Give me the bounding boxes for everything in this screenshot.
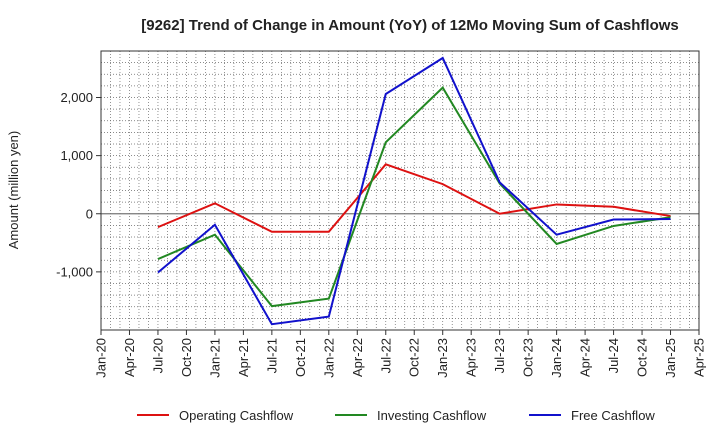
x-tick-label: Jul-23	[492, 338, 507, 373]
x-tick-label: Oct-21	[293, 338, 308, 377]
x-tick-label: Jan-20	[94, 338, 109, 378]
x-tick-label: Jan-25	[663, 338, 678, 378]
x-tick-label: Jan-24	[549, 338, 564, 378]
x-tick-label: Jul-22	[378, 338, 393, 373]
y-tick-label: 0	[86, 206, 93, 221]
legend-label-investing-cashflow: Investing Cashflow	[377, 408, 487, 423]
x-tick-label: Apr-20	[122, 338, 137, 377]
investing-cashflow-line	[157, 86, 671, 308]
x-tick-label: Jan-21	[207, 338, 222, 378]
x-tick-label: Oct-23	[521, 338, 536, 377]
x-tick-label: Oct-22	[407, 338, 422, 377]
y-axis-ticks: -1,000 0 1,000 2,000	[56, 90, 101, 279]
x-tick-label: Apr-22	[350, 338, 365, 377]
y-tick-label: 1,000	[60, 148, 93, 163]
x-tick-label: Jul-20	[150, 338, 165, 373]
x-tick-label: Apr-24	[578, 338, 593, 377]
legend-label-operating-cashflow: Operating Cashflow	[179, 408, 294, 423]
y-axis-label: Amount (million yen)	[6, 131, 21, 250]
x-tick-label: Jan-23	[435, 338, 450, 378]
x-tick-label: Apr-21	[236, 338, 251, 377]
grid	[100, 51, 700, 330]
chart-title: [9262] Trend of Change in Amount (YoY) o…	[141, 17, 679, 34]
x-tick-label: Jul-21	[264, 338, 279, 373]
x-tick-label: Oct-20	[179, 338, 194, 377]
x-tick-label: Oct-24	[635, 338, 650, 377]
y-tick-label: -1,000	[56, 264, 93, 279]
legend-label-free-cashflow: Free Cashflow	[571, 408, 655, 423]
free-cashflow-line	[157, 56, 671, 326]
legend: Operating Cashflow Investing Cashflow Free…	[137, 408, 655, 423]
plot-frame	[100, 50, 700, 331]
operating-cashflow-line	[157, 163, 671, 233]
x-tick-label: Jan-22	[321, 338, 336, 378]
y-tick-label: 2,000	[60, 90, 93, 105]
series-lines	[157, 56, 671, 326]
x-axis-ticks: Jan-20 Apr-20 Jul-20 Oct-20 Jan-21 Apr-21 Jul-…	[94, 330, 707, 378]
x-tick-label: Apr-23	[464, 338, 479, 377]
x-tick-label: Jul-24	[606, 338, 621, 373]
x-tick-label: Apr-25	[692, 338, 707, 377]
